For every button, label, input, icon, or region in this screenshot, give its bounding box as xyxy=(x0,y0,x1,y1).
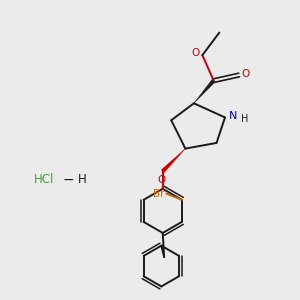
Text: O: O xyxy=(242,69,250,80)
Text: O: O xyxy=(157,176,165,185)
Text: H: H xyxy=(242,114,249,124)
Text: HCl: HCl xyxy=(34,173,54,186)
Polygon shape xyxy=(194,79,215,103)
Text: Br: Br xyxy=(153,189,165,199)
Text: N: N xyxy=(229,111,238,121)
Polygon shape xyxy=(161,148,185,172)
Text: H: H xyxy=(78,173,86,186)
Text: −: − xyxy=(62,173,74,187)
Text: O: O xyxy=(192,48,200,58)
